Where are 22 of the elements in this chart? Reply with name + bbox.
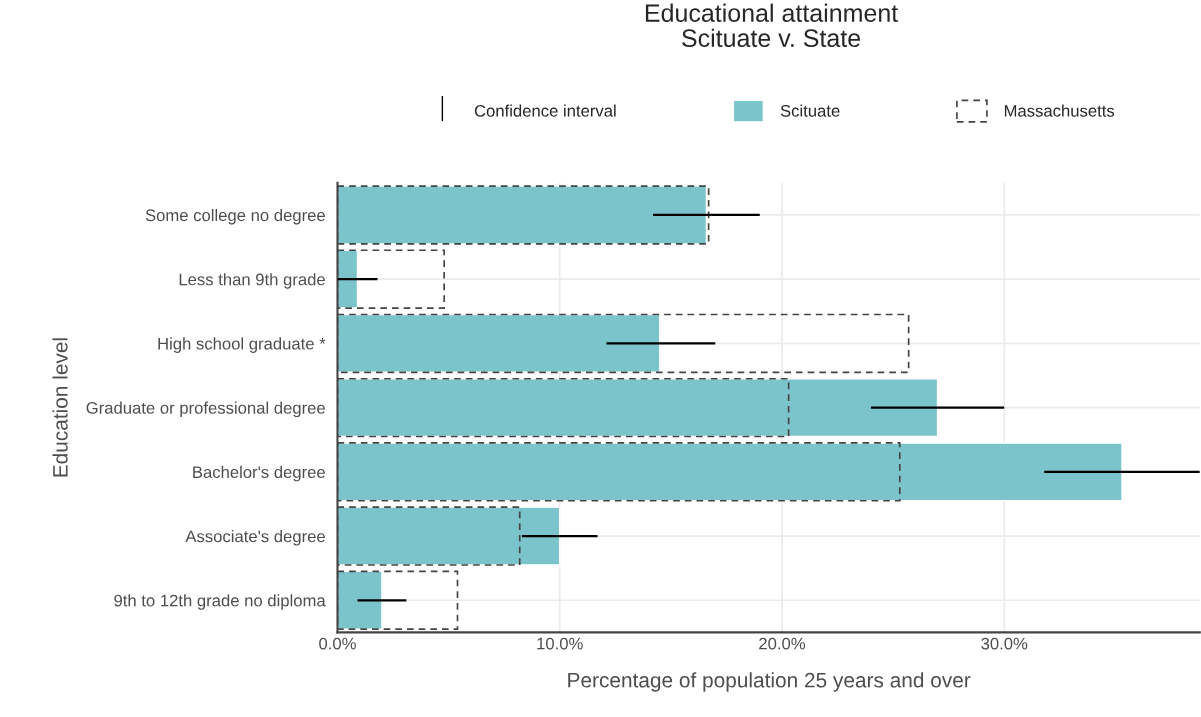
y-tick-label: 9th to 12th grade no diploma <box>114 594 326 610</box>
x-tick-label: 20.0% <box>759 637 806 650</box>
y-tick-label: Some college no degree <box>145 208 325 225</box>
y-tick-label: Associate's degree <box>185 530 325 546</box>
bar <box>337 570 383 630</box>
bar <box>337 506 561 566</box>
chart-title: Educational attainment Scituate v. State <box>645 3 899 48</box>
legend-label: Massachusetts <box>1004 104 1115 117</box>
x-tick-label: 30.0% <box>981 637 1028 650</box>
y-tick-label: Less than 9th grade <box>179 273 325 289</box>
text: Confidence interval <box>474 104 616 117</box>
bar <box>337 313 661 373</box>
legend-label: Scituate <box>780 104 840 117</box>
x-axis-title: Percentage of population 25 years and over <box>568 672 971 692</box>
y-tick-label: High school graduate * <box>158 337 326 353</box>
x-tick-label: 0.0% <box>319 637 356 650</box>
y-axis-title: Education level <box>52 338 68 477</box>
bar <box>337 442 1123 502</box>
y-tick-label: Graduate or professional degree <box>86 401 325 418</box>
y-tick-label: Bachelor's degree <box>193 465 325 482</box>
bar <box>337 378 939 438</box>
x-tick-label: 10.0% <box>537 637 583 650</box>
